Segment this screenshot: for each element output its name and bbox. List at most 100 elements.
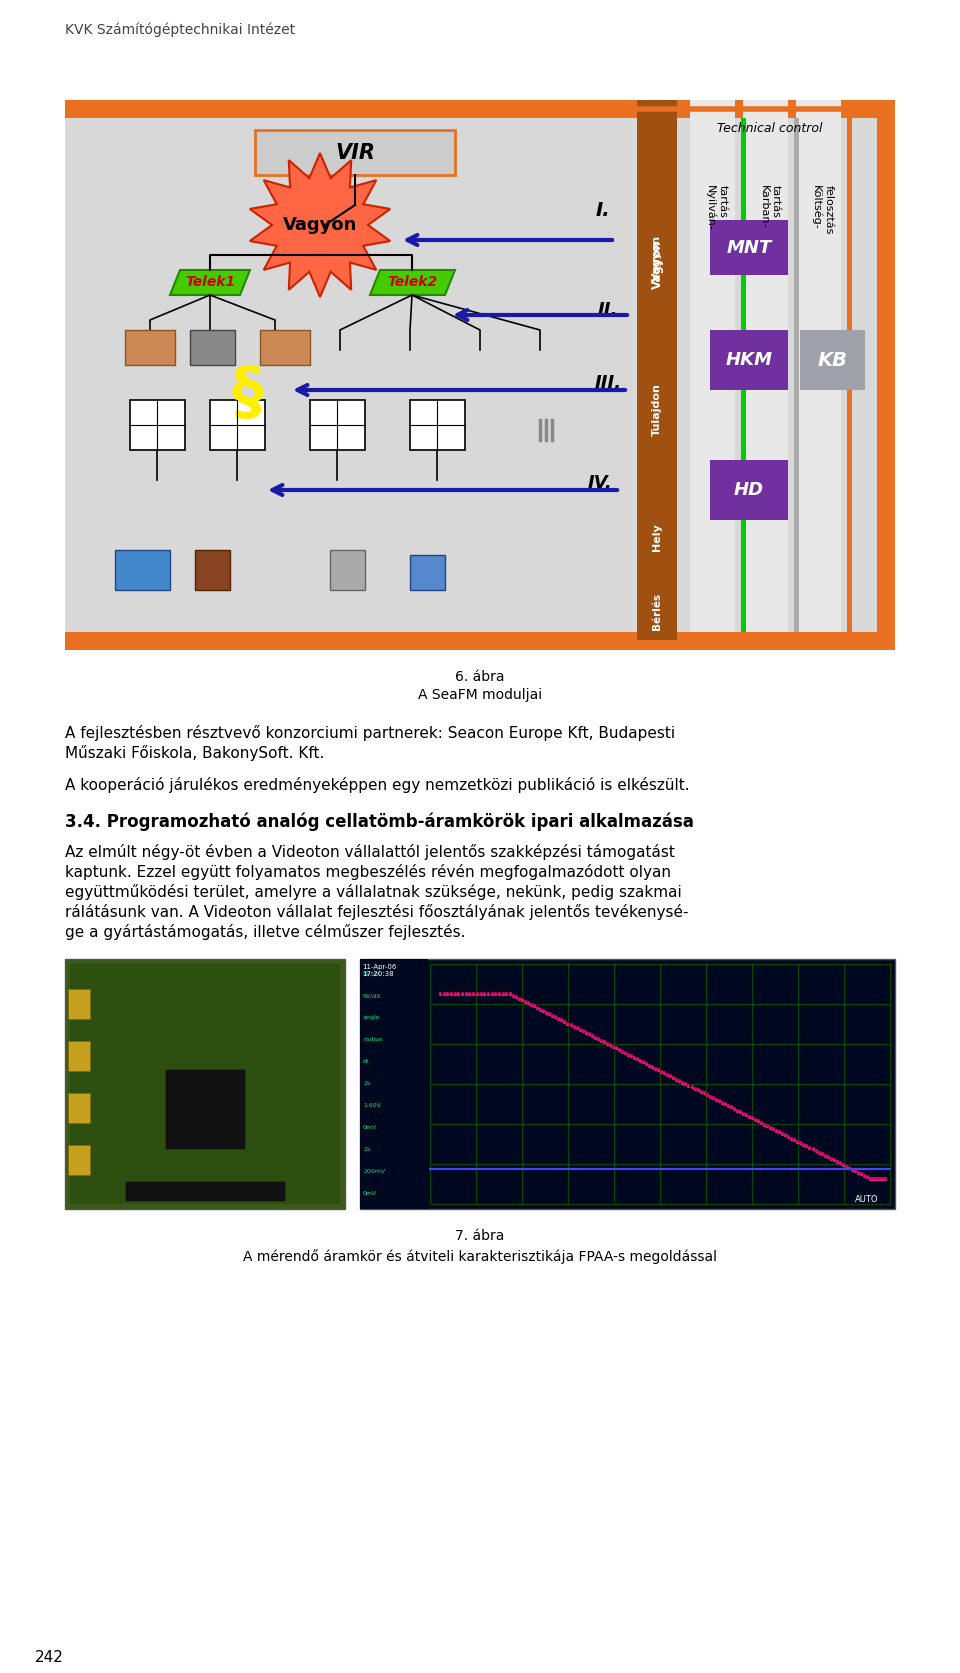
Point [578, 1019, 593, 1046]
Point [711, 1087, 727, 1114]
Point [675, 1069, 690, 1096]
Point [599, 1029, 614, 1056]
Point [569, 1016, 585, 1042]
Point [876, 1164, 891, 1191]
Point [492, 980, 507, 1007]
Point [581, 1021, 596, 1047]
Bar [70, 964, 340, 1205]
Point [672, 1067, 687, 1094]
Point [447, 980, 463, 1007]
Bar [637, 100, 677, 430]
Point [838, 1153, 853, 1179]
Point [864, 1166, 879, 1193]
Point [732, 1097, 748, 1124]
Point [623, 1042, 638, 1069]
Point [626, 1044, 641, 1071]
Point [814, 1141, 829, 1168]
Point [826, 1146, 841, 1173]
Point [466, 980, 481, 1007]
Point [466, 980, 481, 1007]
Text: A fejlesztésben résztvevő konzorciumi partnerek: Seacon Europe Kft, Budapesti: A fejlesztésben résztvevő konzorciumi pa… [65, 724, 675, 741]
Point [714, 1089, 730, 1116]
Point [660, 1061, 675, 1087]
Point [505, 982, 520, 1009]
Point [488, 980, 503, 1007]
Point [829, 1148, 845, 1174]
Bar [210, 400, 265, 450]
Point [502, 980, 517, 1007]
Point [502, 980, 517, 1007]
Point [654, 1059, 669, 1086]
Point [862, 1166, 877, 1193]
Point [641, 1051, 657, 1077]
Point [723, 1092, 738, 1119]
Point [476, 980, 492, 1007]
Point [454, 980, 469, 1007]
Point [641, 1052, 657, 1079]
Point [817, 1143, 832, 1169]
Point [447, 980, 463, 1007]
Bar [255, 130, 455, 176]
Text: felosztás: felosztás [824, 186, 833, 234]
Point [741, 1104, 756, 1131]
Text: Vagyon: Vagyon [651, 241, 663, 289]
Point [786, 1126, 802, 1153]
Point [877, 1164, 893, 1191]
Point [526, 994, 541, 1021]
Text: tartás: tartás [771, 186, 780, 217]
Point [793, 1129, 808, 1156]
Point [867, 1164, 882, 1191]
Point [877, 1166, 893, 1193]
Bar [65, 959, 345, 1210]
Point [730, 1097, 745, 1124]
Point [517, 989, 533, 1016]
Bar [130, 400, 185, 450]
Bar [68, 989, 90, 1019]
Point [702, 1082, 717, 1109]
Point [741, 1103, 756, 1129]
Text: I.: I. [596, 201, 611, 219]
Point [823, 1144, 838, 1171]
Point [539, 999, 554, 1026]
Point [699, 1081, 714, 1108]
Point [620, 1041, 636, 1067]
Bar [195, 550, 230, 591]
Bar [637, 430, 677, 520]
Point [730, 1096, 745, 1123]
Bar [637, 582, 677, 641]
Point [867, 1166, 882, 1193]
Point [612, 1037, 627, 1064]
Point [780, 1123, 796, 1149]
Text: §: § [232, 365, 264, 427]
Point [440, 980, 455, 1007]
Text: radius: radius [363, 1037, 382, 1042]
Point [638, 1049, 654, 1076]
Point [612, 1036, 627, 1062]
Bar [68, 1144, 90, 1174]
Bar [796, 100, 841, 632]
Point [786, 1126, 802, 1153]
Text: Tulajdon: Tulajdon [652, 383, 662, 437]
Point [644, 1052, 660, 1079]
Point [744, 1104, 759, 1131]
Point [714, 1089, 730, 1116]
Point [554, 1007, 569, 1034]
Point [693, 1077, 708, 1104]
Text: III.: III. [594, 375, 621, 391]
Bar [165, 1069, 245, 1149]
Point [759, 1113, 775, 1139]
Point [605, 1034, 620, 1061]
Point [780, 1124, 796, 1151]
Bar [68, 1092, 90, 1123]
Point [495, 980, 511, 1007]
Text: 2s: 2s [363, 1081, 371, 1086]
Point [609, 1036, 624, 1062]
Point [648, 1056, 663, 1082]
Point [623, 1042, 638, 1069]
Point [762, 1113, 778, 1139]
Text: Hely: Hely [652, 524, 662, 552]
Point [874, 1164, 889, 1191]
Point [808, 1136, 824, 1163]
Point [681, 1071, 696, 1097]
Text: 0mV: 0mV [363, 1124, 377, 1129]
